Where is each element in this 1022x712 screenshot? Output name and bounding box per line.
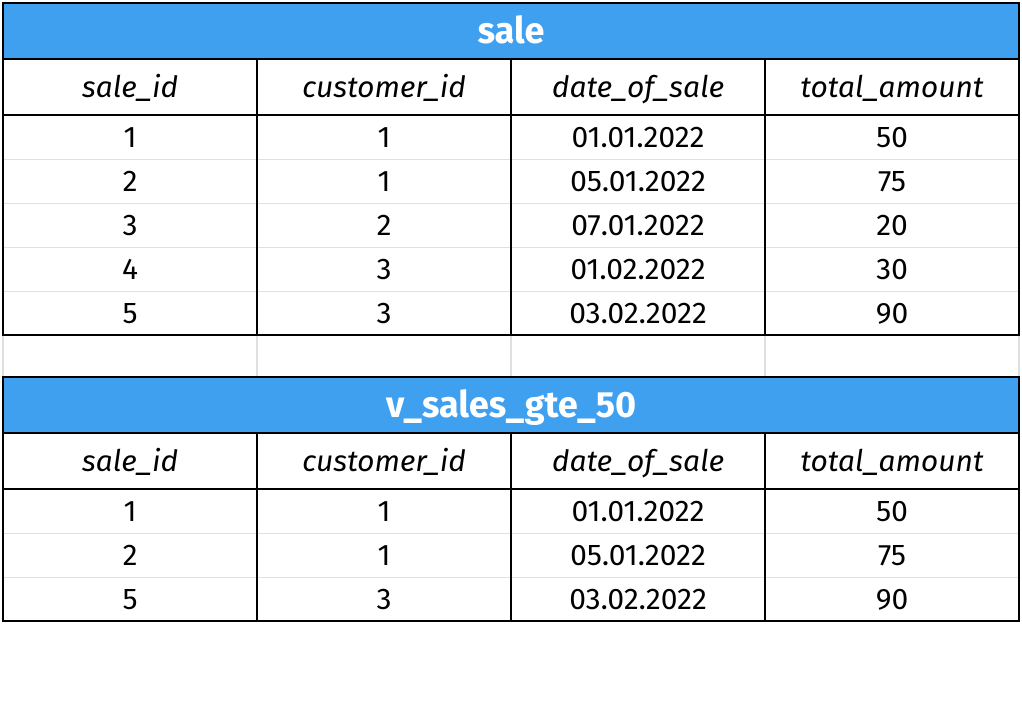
combined-table: sale sale_id customer_id date_of_sale to… [2, 2, 1020, 622]
cell: 3 [257, 577, 511, 621]
table-row: 1 1 01.01.2022 50 [3, 489, 1019, 533]
spacer-row [3, 335, 1019, 377]
cell: 4 [3, 247, 257, 291]
cell: 50 [765, 115, 1019, 159]
cell: 2 [3, 159, 257, 203]
table-title-row: sale [3, 3, 1019, 59]
table-row: 1 1 01.01.2022 50 [3, 115, 1019, 159]
column-header: customer_id [257, 59, 511, 115]
table-title-row: v_sales_gte_50 [3, 377, 1019, 433]
column-header: date_of_sale [511, 433, 765, 489]
cell: 5 [3, 577, 257, 621]
cell: 05.01.2022 [511, 159, 765, 203]
column-header: customer_id [257, 433, 511, 489]
cell: 30 [765, 247, 1019, 291]
cell: 2 [3, 533, 257, 577]
column-header: total_amount [765, 59, 1019, 115]
column-header: total_amount [765, 433, 1019, 489]
table-title: v_sales_gte_50 [3, 377, 1019, 433]
cell: 1 [257, 159, 511, 203]
cell: 3 [3, 203, 257, 247]
cell: 01.01.2022 [511, 115, 765, 159]
tables-container: sale sale_id customer_id date_of_sale to… [0, 0, 1022, 712]
table-row: 5 3 03.02.2022 90 [3, 577, 1019, 621]
table-header-row: sale_id customer_id date_of_sale total_a… [3, 433, 1019, 489]
cell: 90 [765, 291, 1019, 335]
column-header: date_of_sale [511, 59, 765, 115]
cell: 03.02.2022 [511, 577, 765, 621]
cell: 1 [257, 533, 511, 577]
table-row: 4 3 01.02.2022 30 [3, 247, 1019, 291]
table-row: 5 3 03.02.2022 90 [3, 291, 1019, 335]
column-header: sale_id [3, 433, 257, 489]
cell: 75 [765, 159, 1019, 203]
cell: 03.02.2022 [511, 291, 765, 335]
cell: 2 [257, 203, 511, 247]
cell: 75 [765, 533, 1019, 577]
cell: 1 [3, 115, 257, 159]
table-header-row: sale_id customer_id date_of_sale total_a… [3, 59, 1019, 115]
cell: 90 [765, 577, 1019, 621]
cell: 1 [257, 115, 511, 159]
cell: 5 [3, 291, 257, 335]
cell: 1 [3, 489, 257, 533]
cell: 01.02.2022 [511, 247, 765, 291]
table-row: 2 1 05.01.2022 75 [3, 159, 1019, 203]
cell: 07.01.2022 [511, 203, 765, 247]
cell: 20 [765, 203, 1019, 247]
cell: 1 [257, 489, 511, 533]
cell: 01.01.2022 [511, 489, 765, 533]
cell: 3 [257, 247, 511, 291]
cell: 05.01.2022 [511, 533, 765, 577]
table-title: sale [3, 3, 1019, 59]
table-row: 3 2 07.01.2022 20 [3, 203, 1019, 247]
cell: 3 [257, 291, 511, 335]
table-row: 2 1 05.01.2022 75 [3, 533, 1019, 577]
column-header: sale_id [3, 59, 257, 115]
cell: 50 [765, 489, 1019, 533]
